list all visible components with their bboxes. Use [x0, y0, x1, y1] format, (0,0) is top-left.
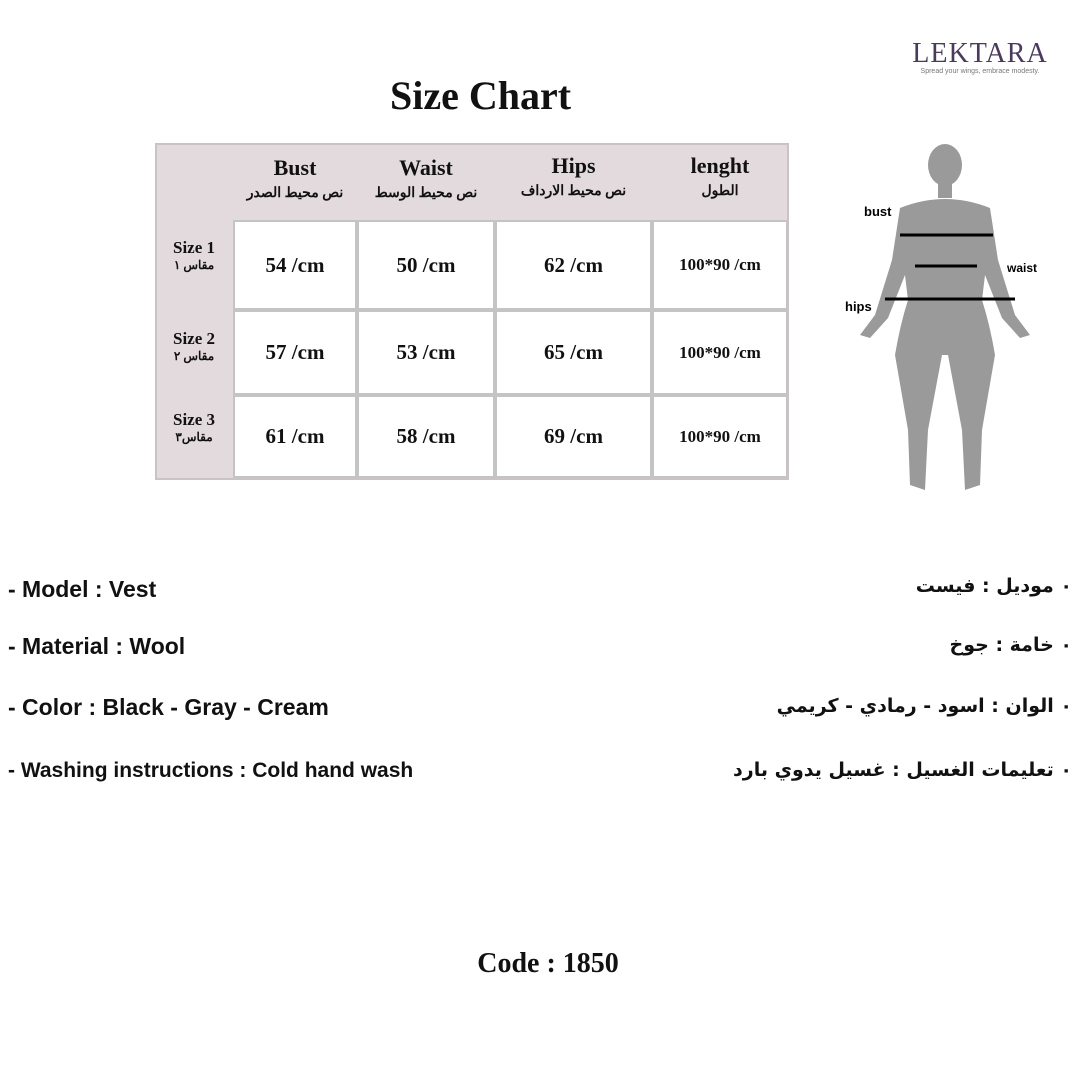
header-bust: Bust نص محيط الصدر — [233, 155, 357, 202]
body-measurement-figure: bust waist hips — [845, 144, 1037, 490]
row-label-size-3: Size 3 مقاس٣ — [155, 410, 233, 445]
cell-size2-bust: 57 /cm — [233, 310, 357, 395]
header-hips: Hips نص محيط الارداف — [495, 153, 652, 200]
header-ar: نص محيط الوسط — [374, 186, 478, 201]
detail-material-ar: ٠ خامة : جوخ — [949, 634, 1072, 656]
product-code: Code : 1850 — [477, 948, 619, 979]
detail-model-ar: ٠ موديل : فيست — [915, 575, 1072, 597]
bust-label: bust — [864, 204, 892, 219]
cell-size1-length: 100*90 /cm — [652, 220, 788, 310]
cell-size2-waist: 53 /cm — [357, 310, 495, 395]
cell-size3-bust: 61 /cm — [233, 395, 357, 478]
header-en: Bust — [273, 155, 317, 180]
size-table: Bust نص محيط الصدر Waist نص محيط الوسط H… — [155, 143, 789, 480]
row-label-size-1: Size 1 مقاس ١ — [155, 238, 233, 273]
cell-size2-length: 100*90 /cm — [652, 310, 788, 395]
row-label-en: Size 2 — [172, 329, 216, 348]
header-ar: الطول — [701, 184, 739, 199]
header-ar: نص محيط الارداف — [520, 184, 627, 199]
header-length: lenght الطول — [652, 153, 788, 200]
row-label-en: Size 1 — [172, 238, 216, 257]
row-label-ar: مقاس٣ — [175, 430, 213, 444]
cell-size3-waist: 58 /cm — [357, 395, 495, 478]
detail-material: - Material : Wool — [8, 633, 186, 659]
hips-label: hips — [845, 299, 872, 314]
detail-model: - Model : Vest — [8, 576, 157, 602]
row-label-en: Size 3 — [172, 410, 216, 429]
waist-label: waist — [1006, 261, 1037, 275]
header-en: Waist — [399, 155, 453, 180]
row-label-size-2: Size 2 مقاس ٢ — [155, 329, 233, 364]
row-label-ar: مقاس ١ — [173, 258, 215, 272]
header-waist: Waist نص محيط الوسط — [357, 155, 495, 202]
detail-color-ar: ٠ الوان : اسود - رمادي - كريمي — [776, 695, 1072, 717]
header-en: lenght — [690, 153, 750, 178]
brand-name: LEKTARA — [912, 38, 1048, 69]
cell-size3-hips: 69 /cm — [495, 395, 652, 478]
cell-size2-hips: 65 /cm — [495, 310, 652, 395]
header-ar: نص محيط الصدر — [246, 186, 344, 201]
cell-size3-length: 100*90 /cm — [652, 395, 788, 478]
brand-tagline: Spread your wings, embrace modesty. — [920, 68, 1040, 75]
header-en: Hips — [551, 153, 596, 178]
cell-size1-waist: 50 /cm — [357, 220, 495, 310]
detail-color: - Color : Black - Gray - Cream — [8, 694, 329, 720]
row-label-ar: مقاس ٢ — [173, 349, 215, 363]
detail-washing: - Washing instructions : Cold hand wash — [8, 759, 414, 782]
cell-size1-hips: 62 /cm — [495, 220, 652, 310]
cell-size1-bust: 54 /cm — [233, 220, 357, 310]
body-silhouette-icon — [860, 144, 1030, 490]
detail-washing-ar: ٠ تعليمات الغسيل : غسيل يدوي بارد — [733, 759, 1072, 781]
page-title: Size Chart — [390, 73, 572, 118]
brand-logo: LEKTARA Spread your wings, embrace modes… — [905, 38, 1055, 75]
